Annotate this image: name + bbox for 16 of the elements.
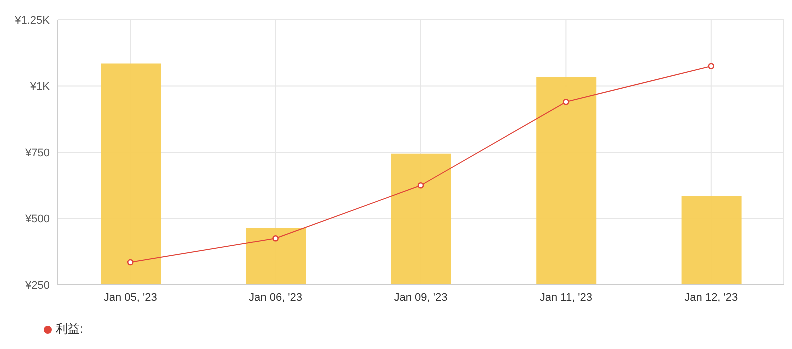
point bbox=[563, 99, 570, 106]
point bbox=[127, 259, 134, 266]
x-tick-label: Jan 05, '23 bbox=[104, 292, 158, 304]
legend-label: 利益: bbox=[56, 322, 84, 336]
y-tick-label: ¥1.25K bbox=[14, 14, 51, 27]
y-tick-label: ¥1K bbox=[29, 81, 51, 94]
point bbox=[418, 182, 424, 189]
y-tick-label: ¥250 bbox=[24, 280, 50, 292]
x-tick-label: Jan 09, '23 bbox=[394, 292, 448, 304]
x-tick-label: Jan 11, '23 bbox=[540, 292, 593, 304]
x-tick-label: Jan 06, '23 bbox=[249, 292, 303, 304]
x-tick-label: Jan 12, '23 bbox=[684, 292, 738, 304]
y-tick-label: ¥750 bbox=[24, 147, 50, 160]
y-tick-label: ¥500 bbox=[24, 214, 50, 226]
point bbox=[708, 63, 715, 70]
point bbox=[272, 235, 279, 242]
